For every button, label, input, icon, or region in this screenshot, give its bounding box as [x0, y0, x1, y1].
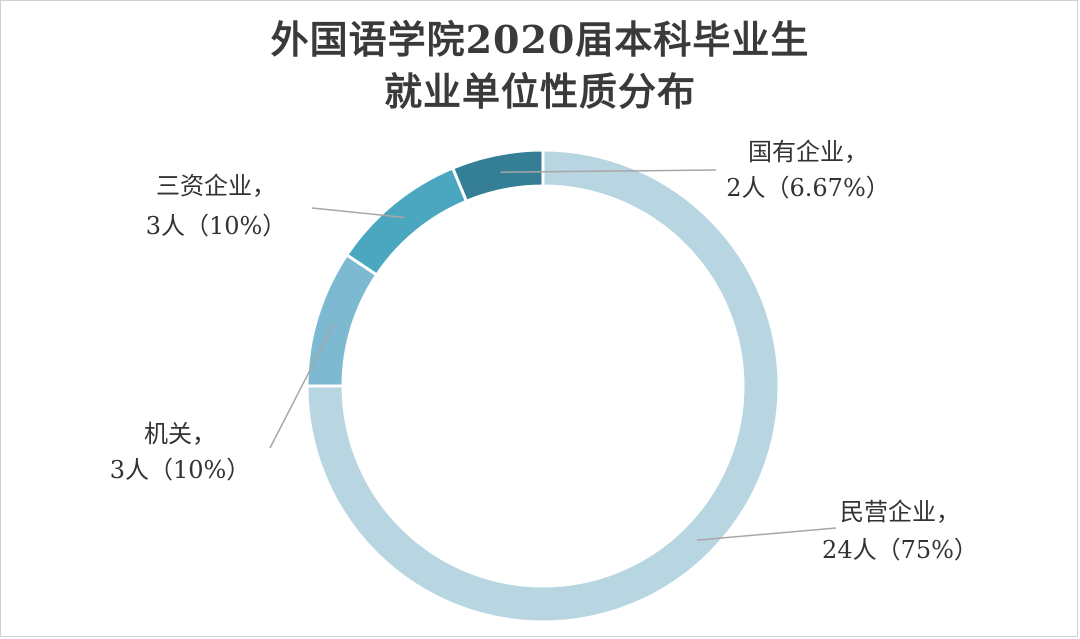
slice-label-value-1: 3人（10%）	[110, 456, 251, 484]
donut-slice-3	[450, 148, 545, 204]
leader-line-2	[311, 207, 405, 219]
donut-slice-2	[344, 166, 469, 277]
slice-label-name-3: 国有企业，	[748, 138, 868, 166]
slice-label-value-0: 24人（75%）	[822, 536, 978, 564]
slice-label-name-0: 民营企业，	[840, 498, 960, 526]
chart-title-line-2: 就业单位性质分布	[383, 69, 696, 114]
donut-slice-0	[305, 148, 781, 624]
donut-slice-1	[305, 252, 379, 388]
slice-label-value-2: 3人（10%）	[146, 212, 287, 240]
leader-line-1	[269, 322, 336, 449]
chart-title-line-1: 外国语学院2020届本科毕业生	[270, 17, 810, 62]
slice-label-name-1: 机关，	[144, 420, 216, 448]
slice-label-value-3: 2人（6.67%）	[726, 174, 890, 202]
chart-title: 外国语学院2020届本科毕业生 就业单位性质分布	[0, 14, 1080, 118]
slice-label-name-2: 三资企业，	[156, 172, 276, 200]
leader-line-0	[697, 527, 837, 541]
leader-line-3	[500, 169, 717, 173]
